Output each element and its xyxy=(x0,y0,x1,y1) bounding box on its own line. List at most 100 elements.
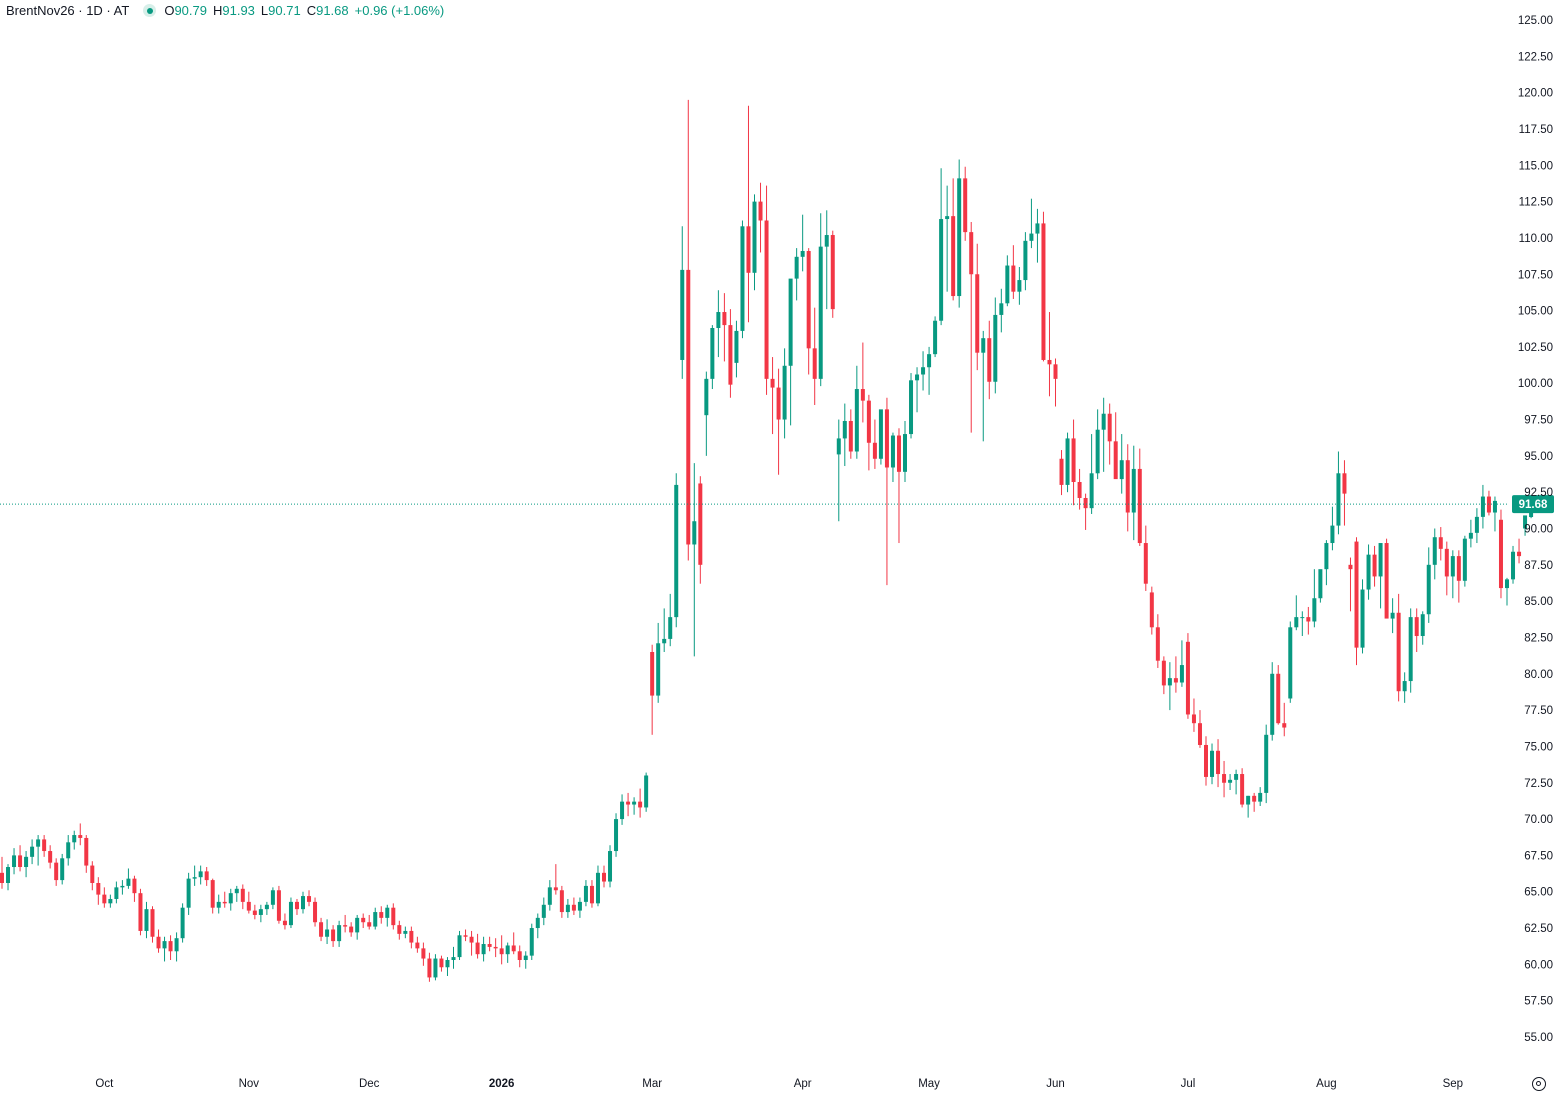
candle xyxy=(1373,546,1377,587)
candle-body xyxy=(259,909,263,915)
candle-body xyxy=(1246,796,1250,805)
candle-body xyxy=(1035,223,1039,233)
candle-body xyxy=(909,380,913,434)
candle xyxy=(692,463,696,656)
candle xyxy=(801,215,805,272)
price-axis: 125.00122.50120.00117.50115.00112.50110.… xyxy=(1518,15,1553,1044)
candle xyxy=(1415,608,1419,652)
candle-body xyxy=(662,639,666,643)
candle xyxy=(831,231,835,318)
candle xyxy=(361,914,365,929)
candle-body xyxy=(36,839,40,846)
candle-body xyxy=(500,948,504,954)
candle-body xyxy=(795,257,799,279)
candle xyxy=(1264,725,1268,803)
candle-body xyxy=(470,937,474,943)
candle-body xyxy=(686,270,690,545)
candle-body xyxy=(1090,473,1094,508)
y-tick-label: 70.00 xyxy=(1524,814,1553,826)
candle xyxy=(1041,212,1045,362)
candle-body xyxy=(217,902,221,908)
candle-body xyxy=(542,905,546,918)
y-tick-label: 77.50 xyxy=(1524,705,1553,717)
candle-body xyxy=(415,943,419,949)
candle-body xyxy=(1138,469,1142,543)
candle xyxy=(1258,787,1262,806)
candle-body xyxy=(680,270,684,360)
candle xyxy=(1379,543,1383,608)
candle xyxy=(0,857,4,889)
candle-body xyxy=(921,367,925,374)
candle xyxy=(1102,398,1106,472)
candle xyxy=(668,594,672,646)
candle xyxy=(1318,569,1322,602)
candle-body xyxy=(783,366,787,420)
candle xyxy=(867,395,871,471)
candle xyxy=(488,937,492,952)
candle-body xyxy=(819,247,823,379)
y-tick-label: 80.00 xyxy=(1524,669,1553,681)
candle-body xyxy=(187,879,191,908)
candle xyxy=(1029,199,1033,248)
candle-body xyxy=(1072,438,1076,482)
candle-body xyxy=(48,851,52,863)
candle-body xyxy=(193,877,197,878)
candle-body xyxy=(235,889,239,893)
candle-body xyxy=(1282,723,1286,727)
candle-body xyxy=(1439,537,1443,549)
candle xyxy=(728,309,732,398)
candle-body xyxy=(72,835,76,842)
candle-body xyxy=(1066,438,1070,484)
candle xyxy=(1487,491,1491,516)
candle-body xyxy=(1144,543,1148,584)
candle xyxy=(813,308,817,405)
y-tick-label: 112.50 xyxy=(1519,197,1553,209)
candle xyxy=(205,867,209,886)
x-tick-label: Mar xyxy=(642,1078,662,1090)
candle-body xyxy=(1156,627,1160,660)
candle-body xyxy=(42,839,46,851)
candle-body xyxy=(1361,590,1365,648)
candle-body xyxy=(144,909,148,931)
candle xyxy=(734,321,738,378)
candle xyxy=(632,797,636,814)
x-tick-label: Jun xyxy=(1046,1078,1065,1090)
candle xyxy=(975,244,979,370)
gear-icon[interactable] xyxy=(1532,1077,1546,1091)
y-tick-label: 90.00 xyxy=(1524,524,1553,536)
candle xyxy=(1457,550,1461,602)
candle xyxy=(379,906,383,923)
candle xyxy=(590,880,594,908)
candle-body xyxy=(433,959,437,978)
candle-body xyxy=(464,935,468,936)
candle xyxy=(837,420,841,522)
candle-body xyxy=(1114,441,1118,479)
candle xyxy=(1132,446,1136,540)
candle xyxy=(385,905,389,927)
candle-body xyxy=(1186,642,1190,715)
candle-body xyxy=(1294,617,1298,627)
candle xyxy=(650,645,654,735)
candle-body xyxy=(1409,617,1413,681)
candle-body xyxy=(536,918,540,928)
candle-body xyxy=(813,348,817,379)
candle-body xyxy=(0,873,4,883)
time-axis: Oct Nov Dec 2026 Mar Apr May Jun Jul Aug Sep xyxy=(95,1078,1463,1090)
candle xyxy=(1120,434,1124,494)
candle-body xyxy=(993,315,997,382)
candle xyxy=(1481,485,1485,529)
candle xyxy=(638,789,642,818)
candle xyxy=(259,905,263,922)
candle xyxy=(265,902,269,915)
candle-body xyxy=(211,880,215,908)
candle xyxy=(1228,774,1232,790)
candle-body xyxy=(1174,678,1178,682)
candle xyxy=(578,898,582,918)
candle xyxy=(132,876,136,902)
candle xyxy=(614,813,618,857)
candle xyxy=(1397,594,1401,702)
candle xyxy=(1439,527,1443,560)
candle-body xyxy=(1011,266,1015,292)
candle-body xyxy=(933,321,937,354)
